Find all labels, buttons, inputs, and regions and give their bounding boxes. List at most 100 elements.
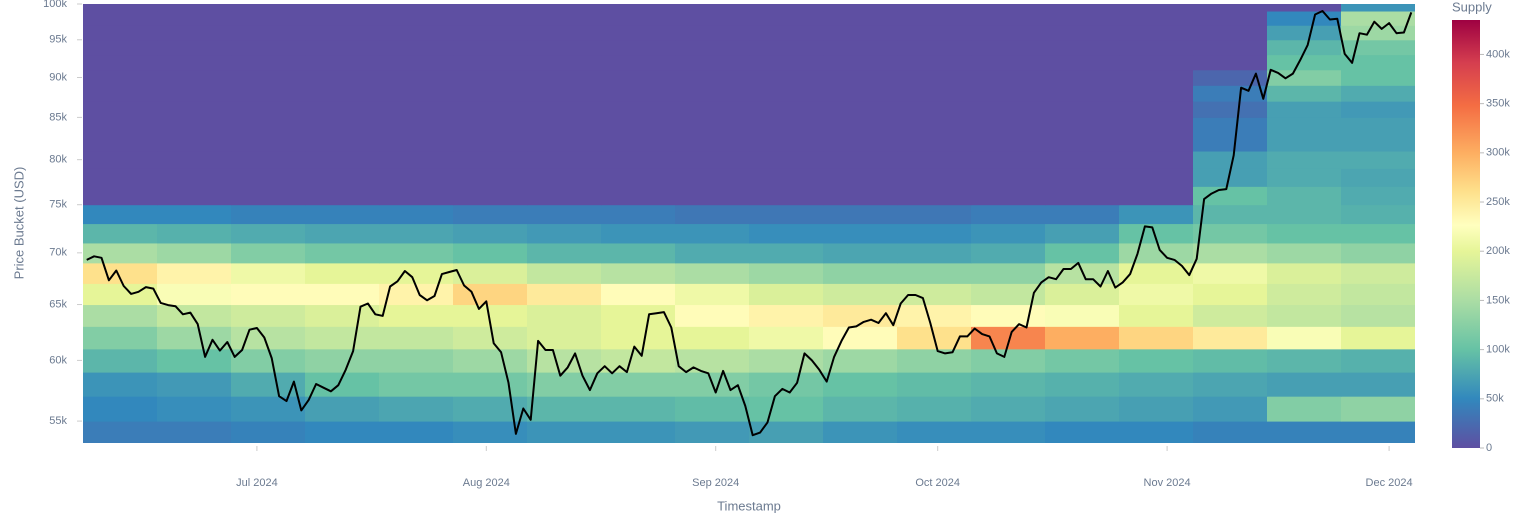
heatmap-cell — [897, 283, 972, 306]
heatmap-cell — [379, 133, 454, 152]
heatmap-cell — [1193, 242, 1268, 264]
heatmap-cell — [1045, 372, 1120, 397]
heatmap-cell — [1045, 204, 1120, 225]
heatmap-cell — [305, 101, 380, 118]
heatmap-cell — [157, 69, 232, 86]
heatmap-cell — [305, 85, 380, 102]
heatmap-cell — [971, 39, 1046, 56]
heatmap-cell — [527, 54, 602, 71]
heatmap-cell — [157, 372, 232, 397]
heatmap-cell — [1267, 85, 1342, 102]
heatmap-cell — [83, 262, 158, 284]
heatmap-cell — [823, 117, 898, 135]
heatmap-cell — [675, 262, 750, 284]
x-tick-label: Aug 2024 — [463, 477, 510, 489]
heatmap-cell — [675, 39, 750, 56]
heatmap-cell — [157, 168, 232, 187]
heatmap-cell — [749, 85, 824, 102]
heatmap-cell — [897, 151, 972, 169]
heatmap-cell — [1193, 421, 1268, 443]
heatmap-cell — [527, 242, 602, 264]
heatmap-cell — [305, 326, 380, 350]
heatmap-cell — [453, 396, 528, 422]
heatmap-cell — [453, 85, 528, 102]
heatmap-cell — [1119, 204, 1194, 225]
heatmap-cell — [1267, 117, 1342, 135]
heatmap-cell — [675, 223, 750, 244]
heatmap-cell — [749, 372, 824, 397]
heatmap-cell — [823, 25, 898, 41]
heatmap-cell — [305, 204, 380, 225]
colorbar-tick-label: 150k — [1486, 294, 1510, 306]
heatmap-cell — [675, 4, 750, 12]
heatmap-cell — [379, 262, 454, 284]
heatmap-cell — [971, 54, 1046, 71]
heatmap-cell — [1267, 39, 1342, 56]
heatmap-cell — [897, 133, 972, 152]
heatmap-cell — [971, 101, 1046, 118]
heatmap-cell — [527, 101, 602, 118]
heatmap-cell — [823, 101, 898, 118]
heatmap-cell — [1193, 69, 1268, 86]
heatmap-cell — [675, 168, 750, 187]
heatmap-cell — [157, 242, 232, 264]
heatmap-cell — [157, 186, 232, 206]
heatmap-cell — [675, 396, 750, 422]
heatmap-cell — [749, 186, 824, 206]
heatmap-cell — [1119, 69, 1194, 86]
heatmap-cell — [823, 186, 898, 206]
heatmap-cell — [379, 117, 454, 135]
heatmap-cell — [379, 283, 454, 306]
heatmap-cell — [675, 133, 750, 152]
heatmap-cell — [527, 11, 602, 26]
heatmap-cell — [453, 223, 528, 244]
heatmap-cell — [1267, 348, 1342, 373]
heatmap-cell — [1267, 69, 1342, 86]
heatmap-cell — [231, 4, 306, 12]
heatmap-cell — [379, 348, 454, 373]
heatmap-cell — [971, 223, 1046, 244]
heatmap-cell — [527, 151, 602, 169]
heatmap-cell — [157, 101, 232, 118]
heatmap-cell — [601, 151, 676, 169]
heatmap-cell — [675, 242, 750, 264]
heatmap-cell — [897, 204, 972, 225]
heatmap-cell — [231, 117, 306, 135]
heatmap-cell — [231, 39, 306, 56]
heatmap-cell — [379, 204, 454, 225]
heatmap-cell — [1119, 326, 1194, 350]
heatmap-cell — [305, 283, 380, 306]
heatmap-cell — [675, 186, 750, 206]
heatmap-cell — [749, 151, 824, 169]
heatmap-cell — [823, 204, 898, 225]
heatmap-cell — [83, 133, 158, 152]
heatmap-cell — [897, 39, 972, 56]
heatmap-cell — [305, 223, 380, 244]
heatmap-cell — [749, 304, 824, 327]
heatmap-cell — [379, 396, 454, 422]
heatmap-cell — [83, 101, 158, 118]
y-axis-title: Price Bucket (USD) — [11, 167, 26, 280]
heatmap-cell — [897, 421, 972, 443]
heatmap-cell — [453, 348, 528, 373]
heatmap-cell — [601, 372, 676, 397]
heatmap-cell — [1267, 421, 1342, 443]
heatmap-cell — [675, 69, 750, 86]
heatmap-cell — [305, 396, 380, 422]
heatmap-cell — [305, 304, 380, 327]
heatmap-cell — [231, 151, 306, 169]
heatmap-cell — [1193, 117, 1268, 135]
heatmap-cell — [157, 133, 232, 152]
heatmap-cell — [1193, 85, 1268, 102]
heatmap-cell — [1119, 304, 1194, 327]
heatmap-cell — [453, 133, 528, 152]
heatmap-cell — [1045, 283, 1120, 306]
heatmap-cell — [675, 11, 750, 26]
heatmap-cell — [83, 151, 158, 169]
heatmap-cell — [675, 304, 750, 327]
heatmap-cell — [1267, 151, 1342, 169]
heatmap-cell — [823, 348, 898, 373]
heatmap-cell — [1341, 283, 1415, 306]
